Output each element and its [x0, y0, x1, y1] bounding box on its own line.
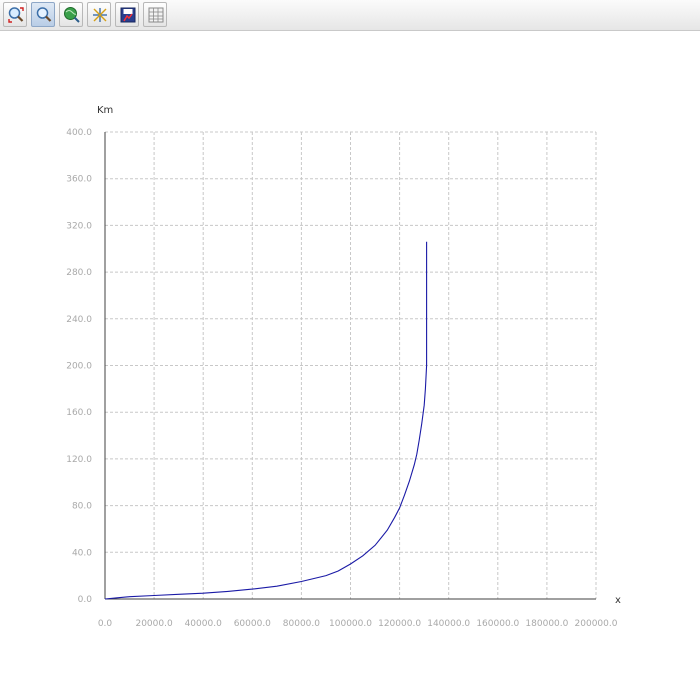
magnifier-icon [36, 7, 52, 22]
y-tick-label: 80.0 [72, 502, 92, 512]
x-axis-ticks: 0.0 20000.0 40000.0 60000.0 80000.0 100000.0 1… [98, 619, 618, 629]
x-axis-label: x [615, 595, 621, 606]
y-tick-label: 0.0 [78, 595, 93, 605]
y-axis-label: Km [97, 105, 113, 116]
zoom-fit-icon [8, 7, 24, 23]
y-tick-label: 160.0 [66, 408, 92, 418]
y-tick-label: 360.0 [66, 175, 92, 185]
series-line [104, 241, 428, 600]
x-tick-label: 200000.0 [575, 619, 618, 629]
y-tick-label: 400.0 [66, 128, 92, 138]
export-button[interactable] [115, 2, 139, 27]
axis-settings-button[interactable] [87, 2, 111, 27]
toolbar [0, 0, 700, 31]
globe-icon [64, 7, 80, 23]
save-chart-icon [120, 7, 136, 23]
chart-axes [104, 132, 596, 600]
y-tick-label: 240.0 [66, 315, 92, 325]
x-tick-label: 160000.0 [476, 619, 519, 629]
chart-series [104, 241, 428, 600]
pan-button[interactable] [59, 2, 83, 27]
x-tick-label: 20000.0 [135, 619, 172, 629]
x-tick-label: 0.0 [98, 619, 113, 629]
y-tick-label: 200.0 [66, 362, 92, 372]
chart-grid [105, 131, 597, 599]
axes-cross-icon [93, 8, 107, 22]
line-chart[interactable]: 0.0 20000.0 40000.0 60000.0 80000.0 100000.0 1… [0, 31, 700, 700]
y-tick-label: 280.0 [66, 268, 92, 278]
y-tick-label: 320.0 [66, 221, 92, 231]
y-tick-label: 120.0 [66, 455, 92, 465]
data-table-button[interactable] [143, 2, 167, 27]
zoom-button[interactable] [31, 2, 55, 27]
x-tick-label: 100000.0 [329, 619, 372, 629]
y-tick-label: 40.0 [72, 548, 92, 558]
x-tick-label: 80000.0 [283, 619, 320, 629]
x-tick-label: 40000.0 [185, 619, 222, 629]
grid-table-icon [148, 7, 164, 23]
x-tick-label: 120000.0 [378, 619, 421, 629]
zoom-fit-button[interactable] [3, 2, 27, 27]
y-axis-ticks: 0.0 40.0 80.0 120.0 160.0 200.0 240.0 280.0 320.… [66, 128, 92, 605]
x-tick-label: 60000.0 [234, 619, 271, 629]
x-tick-label: 180000.0 [525, 619, 568, 629]
x-tick-label: 140000.0 [427, 619, 470, 629]
